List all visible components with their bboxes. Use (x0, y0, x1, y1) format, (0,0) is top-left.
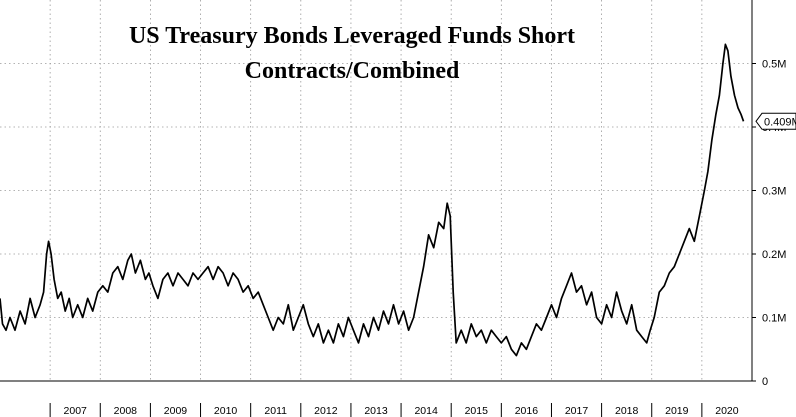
label-layer: 00.1M0.2M0.3M0.4M0.5M2007200820092010201… (64, 59, 796, 417)
x-tick-label: 2015 (465, 405, 489, 417)
last-value-label: 0.409M (764, 116, 796, 128)
x-tick-label: 2013 (364, 405, 388, 417)
chart-title-line-2: Contracts/Combined (245, 58, 460, 84)
chart-title-line-1: US Treasury Bonds Leveraged Funds Short (129, 23, 575, 49)
y-tick-label: 0.1M (762, 313, 786, 325)
series-line (0, 43, 745, 357)
y-tick-label: 0.3M (762, 186, 786, 198)
x-tick-label: 2014 (414, 405, 438, 417)
x-tick-label: 2008 (114, 405, 138, 417)
x-tick-label: 2011 (264, 405, 287, 417)
y-tick-label: 0.5M (762, 59, 786, 71)
title-layer: US Treasury Bonds Leveraged Funds Short … (129, 23, 575, 84)
x-tick-label: 2009 (164, 405, 188, 417)
x-tick-label: 2019 (665, 405, 689, 417)
y-tick-label: 0 (762, 376, 768, 388)
x-tick-label: 2010 (214, 405, 238, 417)
x-tick-label: 2007 (64, 405, 88, 417)
x-tick-label: 2020 (715, 405, 739, 417)
series-layer (0, 43, 745, 357)
x-tick-label: 2018 (615, 405, 639, 417)
x-tick-label: 2016 (515, 405, 539, 417)
y-tick-label: 0.2M (762, 249, 786, 261)
x-tick-label: 2017 (565, 405, 589, 417)
x-tick-label: 2012 (314, 405, 338, 417)
last-value-tag (755, 112, 796, 130)
axis-layer (0, 0, 756, 417)
